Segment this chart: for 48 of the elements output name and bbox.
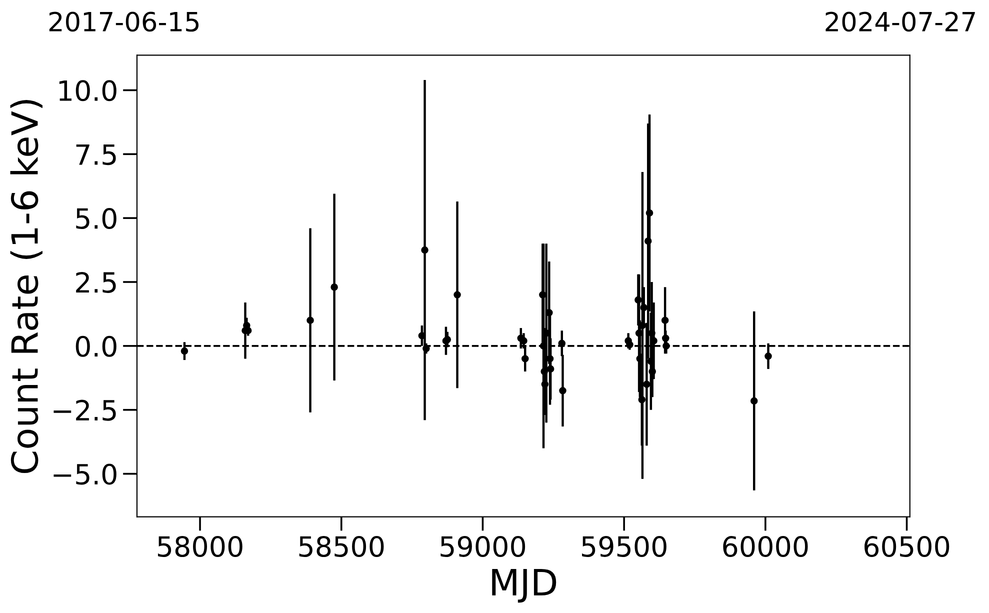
point xyxy=(750,397,758,405)
x-axis-title: MJD xyxy=(492,569,556,603)
x-tick-label: 60000 xyxy=(723,536,808,558)
text: 2024-07-27 xyxy=(826,12,975,32)
point xyxy=(421,246,428,254)
point xyxy=(330,283,338,291)
point xyxy=(540,342,548,350)
x-tick-label: 59000 xyxy=(440,536,526,558)
x-tick-label: 59500 xyxy=(582,536,666,558)
point xyxy=(546,355,554,362)
point xyxy=(764,352,772,360)
y-tick-label: 7.5 xyxy=(76,144,116,166)
point xyxy=(418,332,426,340)
point xyxy=(558,340,566,348)
y-tick-label: −2.5 xyxy=(54,400,116,421)
text: 2017-06-15 xyxy=(49,12,199,32)
x-tick-label: 58500 xyxy=(299,536,384,558)
y-tick-label: 10.0 xyxy=(59,80,116,102)
point xyxy=(648,368,656,376)
point xyxy=(648,330,656,337)
point xyxy=(521,355,529,362)
point xyxy=(636,355,644,362)
point xyxy=(540,368,548,376)
point xyxy=(643,380,650,388)
point xyxy=(640,304,648,312)
x-tick-label: 60500 xyxy=(864,536,950,558)
point xyxy=(646,209,654,217)
point xyxy=(662,342,670,350)
point xyxy=(422,344,430,352)
point xyxy=(638,396,646,404)
point xyxy=(454,291,461,298)
point xyxy=(647,358,655,365)
y-tick-label: 5.0 xyxy=(76,208,116,230)
point xyxy=(180,347,188,355)
point xyxy=(661,316,669,324)
point xyxy=(644,237,652,245)
y-tick-label: 0.0 xyxy=(76,336,116,357)
y-tick-label: 2.5 xyxy=(76,272,116,293)
point xyxy=(539,291,546,298)
y-axis-title: Count Rate (1-6 keV) xyxy=(10,100,42,474)
x-tick-label: 58000 xyxy=(158,536,242,558)
point xyxy=(634,296,642,304)
point xyxy=(541,380,549,388)
point xyxy=(306,316,314,324)
y-tick-label: −5.0 xyxy=(54,464,116,485)
point xyxy=(559,387,566,394)
point xyxy=(546,365,554,373)
point xyxy=(662,334,670,342)
